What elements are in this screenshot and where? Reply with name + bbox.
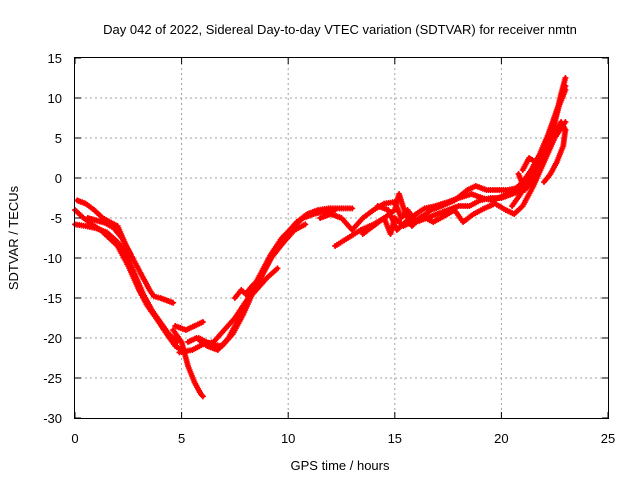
chart-title: Day 042 of 2022, Sidereal Day-to-day VTE…: [103, 22, 577, 37]
y-tick-label: 10: [48, 91, 62, 106]
data-point: [170, 299, 177, 306]
y-tick-label: 0: [55, 171, 62, 186]
plot-frame: [74, 57, 609, 419]
series-trace-3: [72, 221, 181, 345]
data-marks: [72, 75, 569, 400]
series-trace-6: [172, 319, 206, 333]
x-tick-label: 5: [178, 431, 185, 446]
x-tick-label: 15: [388, 431, 402, 446]
data-point: [127, 251, 134, 257]
grid-lines: [75, 58, 608, 418]
x-tick-label: 0: [71, 431, 78, 446]
data-point: [199, 319, 206, 325]
series-trace-17: [519, 119, 569, 173]
y-tick-label: -10: [43, 251, 62, 266]
data-point: [562, 75, 569, 81]
y-tick-label: -15: [43, 291, 62, 306]
y-tick-label: -30: [43, 411, 62, 426]
y-axis-label: SDTVAR / TECUs: [6, 185, 21, 290]
axis-ticks: 0 5 10 15 20 25 15 10 5 0 -5 -10 -15 -20 -25 -30: [43, 51, 615, 446]
data-point: [562, 87, 569, 93]
y-tick-label: -20: [43, 331, 62, 346]
data-point: [349, 205, 356, 212]
x-tick-label: 25: [601, 431, 615, 446]
y-tick-label: -25: [43, 371, 62, 386]
y-tick-label: -5: [50, 211, 62, 226]
data-point: [562, 127, 569, 133]
data-point: [199, 393, 206, 400]
x-tick-label: 10: [281, 431, 295, 446]
series-trace-18: [541, 127, 569, 185]
y-tick-label: 5: [55, 131, 62, 146]
series-trace-9: [195, 205, 356, 349]
x-axis-label: GPS time / hours: [291, 458, 390, 473]
data-point: [274, 265, 281, 272]
series-line: [196, 206, 355, 348]
data-point: [198, 392, 205, 399]
x-tick-label: 20: [494, 431, 508, 446]
series-trace-4: [84, 215, 134, 257]
data-point: [302, 221, 309, 228]
series-trace-10: [231, 221, 309, 301]
y-tick-label: 15: [48, 51, 62, 66]
